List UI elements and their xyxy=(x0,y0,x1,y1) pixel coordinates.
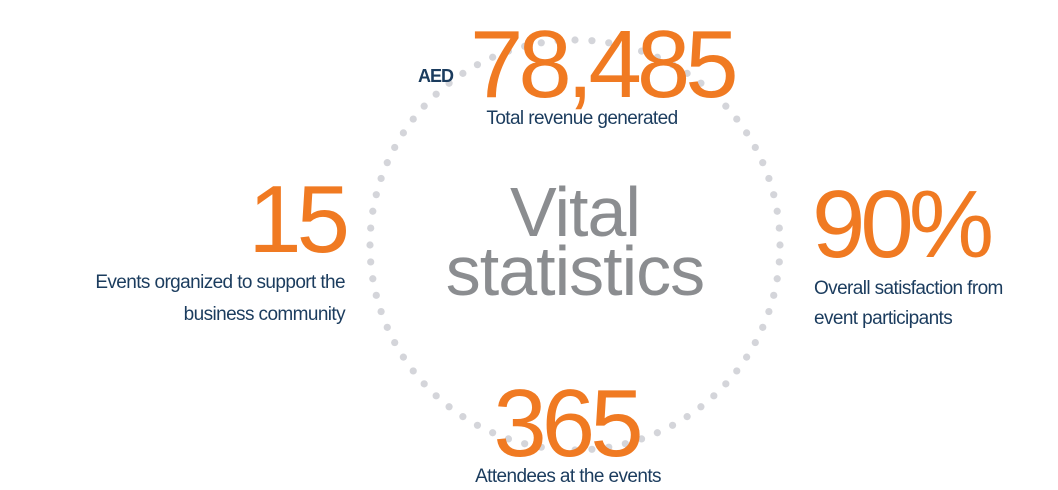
dot xyxy=(775,258,783,266)
dot xyxy=(722,380,730,388)
dot xyxy=(537,443,545,451)
dot xyxy=(367,224,375,232)
stat-label: Events organized to support the xyxy=(95,272,345,293)
dot xyxy=(653,429,661,437)
stat-value: 90% xyxy=(812,171,991,278)
dot xyxy=(504,435,513,443)
dot xyxy=(637,47,646,55)
dot xyxy=(521,440,529,448)
dot xyxy=(445,403,453,411)
dot xyxy=(571,446,579,454)
stat-label: Overall satisfaction from xyxy=(814,278,1003,299)
title-line: statistics xyxy=(446,232,704,310)
stat-value: 15 xyxy=(248,166,346,273)
dot xyxy=(372,291,380,299)
dot xyxy=(459,69,467,77)
stat-value: 365 xyxy=(493,370,640,477)
dot xyxy=(775,224,783,232)
dot xyxy=(409,367,417,375)
dot xyxy=(504,47,513,55)
stat-label: Total revenue generated xyxy=(486,108,677,129)
dot xyxy=(773,275,781,283)
dot xyxy=(445,79,453,87)
dot xyxy=(391,338,399,347)
stat-prefix: AED xyxy=(418,66,454,86)
dot xyxy=(588,37,596,45)
dot xyxy=(653,53,661,61)
dot xyxy=(683,69,691,77)
dot xyxy=(399,353,407,361)
dot xyxy=(432,90,440,98)
dot xyxy=(776,241,784,249)
dot xyxy=(751,143,759,152)
dot xyxy=(383,159,391,167)
stat-label: event participants xyxy=(814,308,952,329)
dot xyxy=(697,403,705,411)
dot xyxy=(367,258,375,266)
dot xyxy=(770,191,778,199)
stat-label: Attendees at the events xyxy=(475,466,661,487)
dot xyxy=(743,129,751,137)
dot xyxy=(409,115,417,123)
dot xyxy=(420,102,428,110)
dot xyxy=(473,61,482,69)
dot xyxy=(621,440,629,448)
dot xyxy=(605,443,613,451)
dot xyxy=(683,413,691,421)
dot xyxy=(733,115,741,123)
stat-value: 78,485 xyxy=(470,11,735,118)
dot xyxy=(473,421,482,429)
dot xyxy=(710,90,718,98)
dot xyxy=(668,421,677,429)
dot xyxy=(369,275,377,283)
dot xyxy=(770,291,778,299)
dot xyxy=(489,429,497,437)
dot xyxy=(369,207,377,215)
dot xyxy=(765,174,773,183)
dot xyxy=(743,353,751,361)
dot xyxy=(605,39,613,47)
dot xyxy=(621,42,629,50)
dot xyxy=(432,392,440,400)
dot xyxy=(759,159,767,167)
dot xyxy=(420,380,428,388)
dot xyxy=(554,445,562,453)
dot xyxy=(733,367,741,375)
dot xyxy=(637,435,646,443)
dot xyxy=(751,338,759,347)
dot xyxy=(668,61,677,69)
dot xyxy=(554,37,562,45)
dot xyxy=(697,79,705,87)
dot xyxy=(459,413,467,421)
dot xyxy=(489,53,497,61)
title-line: Vital xyxy=(510,173,640,251)
dot xyxy=(722,102,730,110)
dot xyxy=(588,445,596,453)
dot xyxy=(773,207,781,215)
dot xyxy=(759,323,767,331)
dot xyxy=(521,42,529,50)
stat-label: business community xyxy=(184,304,346,325)
dot xyxy=(399,129,407,137)
dot xyxy=(372,191,380,199)
dotted-circle xyxy=(366,36,784,454)
dot xyxy=(571,36,579,44)
dot xyxy=(377,174,385,183)
dot xyxy=(710,392,718,400)
dot xyxy=(391,143,399,152)
dot xyxy=(377,307,385,316)
dot xyxy=(383,323,391,331)
dot xyxy=(537,39,545,47)
dot xyxy=(366,241,374,249)
dot xyxy=(765,307,773,316)
